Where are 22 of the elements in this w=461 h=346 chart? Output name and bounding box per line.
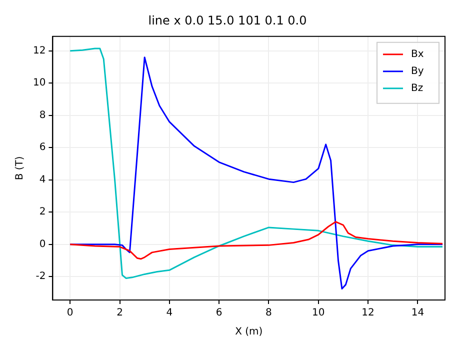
x-tick-label: 10 [312, 308, 325, 319]
chart-title: line x 0.0 15.0 101 0.1 0.0 [148, 13, 307, 28]
y-tick-label: 2 [39, 206, 46, 218]
x-tick-label: 12 [362, 308, 374, 319]
y-tick-label: 10 [32, 78, 46, 89]
legend-label: Bz [411, 82, 424, 94]
y-tick-label: 12 [32, 46, 46, 57]
y-tick-label: 8 [39, 110, 46, 121]
x-tick-label: 4 [166, 308, 173, 319]
x-tick-label: 0 [66, 308, 74, 319]
legend-label: By [411, 66, 424, 77]
x-tick-label: 2 [116, 308, 123, 319]
y-tick-label: 6 [39, 142, 46, 154]
y-axis-title: B (T) [14, 156, 26, 180]
y-tick-label: 0 [39, 238, 46, 250]
x-tick-label: 6 [216, 308, 222, 319]
x-tick-label: 14 [411, 308, 424, 319]
y-tick-label: 4 [39, 174, 46, 186]
x-axis-title: X (m) [235, 326, 263, 338]
x-tick-label: 8 [266, 308, 272, 319]
y-tick-label: -2 [36, 271, 46, 282]
legend-label: Bx [411, 48, 424, 60]
